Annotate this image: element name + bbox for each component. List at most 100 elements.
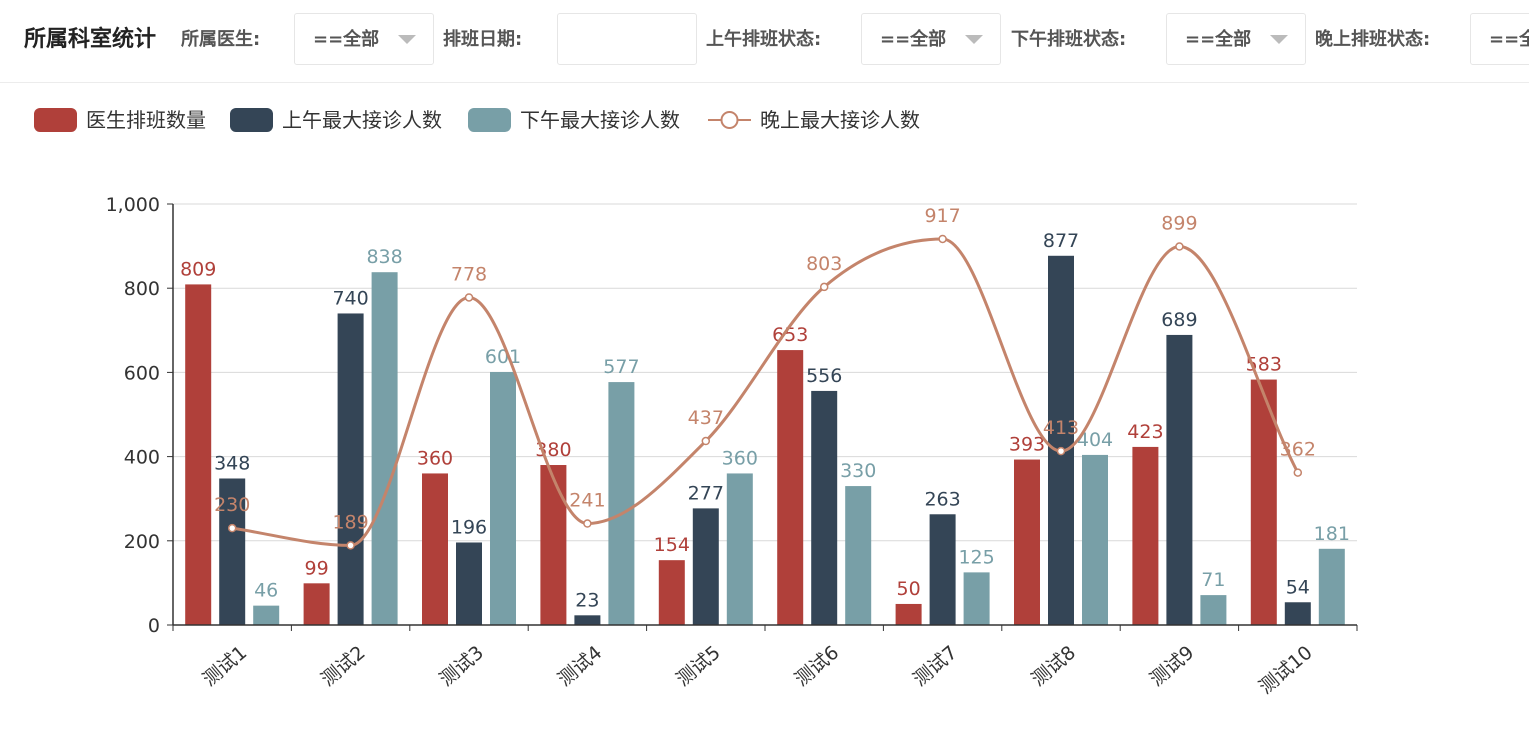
x-tick-label: 测试7 bbox=[909, 642, 962, 691]
legend-circle-symbol bbox=[720, 111, 739, 129]
bar bbox=[1048, 255, 1074, 625]
bar bbox=[811, 390, 838, 625]
afternoon-status-value: ==全部 bbox=[1185, 29, 1252, 50]
line-point bbox=[1056, 446, 1066, 456]
line-point bbox=[227, 523, 237, 533]
bar bbox=[895, 603, 922, 625]
bar bbox=[1014, 459, 1040, 625]
bar-value-label: 404 bbox=[1077, 429, 1113, 451]
bar bbox=[219, 478, 246, 625]
bar bbox=[185, 284, 212, 625]
bar-value-label: 877 bbox=[1043, 230, 1079, 252]
y-tick-label: 200 bbox=[124, 531, 160, 553]
bar-value-label: 689 bbox=[1161, 309, 1197, 331]
bar-value-label: 54 bbox=[1286, 576, 1310, 598]
y-tick-label: 800 bbox=[124, 278, 160, 300]
bar-value-label: 360 bbox=[722, 447, 758, 469]
filter-bar: 所属科室统计 所属医生: ==全部 排班日期: 上午排班状态: ==全部 下午排… bbox=[0, 0, 1529, 83]
line-point bbox=[701, 436, 711, 446]
chevron-down-icon bbox=[965, 35, 983, 44]
legend-label: 晚上最大接诊人数 bbox=[760, 108, 920, 132]
bar-value-label: 71 bbox=[1201, 569, 1225, 591]
bar-value-label: 348 bbox=[214, 452, 250, 474]
bar-value-label: 423 bbox=[1127, 421, 1163, 443]
bar-value-label: 740 bbox=[332, 287, 368, 309]
legend-bar-symbol bbox=[468, 108, 511, 132]
bar bbox=[963, 572, 990, 625]
x-tick-label: 测试5 bbox=[672, 642, 725, 691]
x-tick-label: 测试8 bbox=[1027, 642, 1080, 691]
bar bbox=[371, 272, 398, 625]
bar bbox=[1318, 548, 1345, 625]
bar-value-label: 99 bbox=[305, 557, 329, 579]
afternoon-status-select[interactable]: ==全部 bbox=[1166, 13, 1306, 65]
bar bbox=[490, 371, 516, 625]
x-tick-label: 测试3 bbox=[435, 642, 488, 691]
bar bbox=[845, 486, 872, 625]
bar-value-label: 154 bbox=[654, 534, 690, 556]
bar-value-label: 809 bbox=[180, 258, 216, 280]
bar-value-label: 46 bbox=[254, 580, 278, 602]
bar bbox=[337, 313, 364, 625]
x-tick-label: 测试4 bbox=[554, 642, 607, 691]
chevron-down-icon bbox=[398, 35, 416, 44]
legend-label: 下午最大接诊人数 bbox=[520, 108, 680, 132]
schedule-date-input[interactable] bbox=[557, 13, 697, 65]
x-tick-label: 测试10 bbox=[1255, 642, 1317, 699]
x-tick-label: 测试9 bbox=[1146, 642, 1199, 691]
page-title: 所属科室统计 bbox=[24, 27, 157, 52]
line-value-label: 899 bbox=[1161, 213, 1197, 235]
bar bbox=[574, 615, 601, 625]
line-point bbox=[819, 282, 829, 292]
y-tick-label: 0 bbox=[148, 615, 160, 637]
line-value-label: 241 bbox=[569, 490, 605, 512]
bar-value-label: 23 bbox=[575, 589, 599, 611]
line-value-label: 437 bbox=[688, 407, 724, 429]
evening-status-label: 晚上排班状态: bbox=[1315, 29, 1431, 50]
doctor-select[interactable]: ==全部 bbox=[294, 13, 434, 65]
bar bbox=[253, 605, 280, 625]
bar bbox=[1082, 454, 1108, 625]
bar-value-label: 601 bbox=[485, 346, 521, 368]
bar-value-label: 577 bbox=[603, 356, 639, 378]
bar bbox=[1250, 379, 1277, 625]
morning-status-select[interactable]: ==全部 bbox=[861, 13, 1001, 65]
line-value-label: 189 bbox=[332, 511, 368, 533]
y-tick-label: 600 bbox=[124, 362, 160, 384]
y-tick-label: 1,000 bbox=[106, 194, 160, 216]
bar bbox=[929, 514, 956, 625]
line-value-label: 778 bbox=[451, 263, 487, 285]
schedule-date-label: 排班日期: bbox=[443, 29, 523, 50]
bar-value-label: 277 bbox=[688, 482, 724, 504]
line-point bbox=[938, 234, 947, 244]
line-point bbox=[583, 519, 592, 528]
x-tick-label: 测试6 bbox=[791, 642, 844, 691]
line-value-label: 803 bbox=[806, 253, 842, 275]
legend-label: 上午最大接诊人数 bbox=[282, 108, 442, 132]
afternoon-status-label: 下午排班状态: bbox=[1011, 29, 1127, 50]
line-point bbox=[1293, 468, 1303, 477]
bar-value-label: 181 bbox=[1314, 523, 1350, 545]
bar bbox=[422, 473, 448, 625]
morning-status-label: 上午排班状态: bbox=[706, 29, 822, 50]
doctor-select-value: ==全部 bbox=[313, 29, 380, 50]
line-value-label: 917 bbox=[924, 205, 960, 227]
line-point bbox=[346, 541, 355, 550]
bar-value-label: 263 bbox=[924, 488, 960, 510]
chevron-down-icon bbox=[1270, 35, 1288, 44]
doctor-filter-label: 所属医生: bbox=[181, 29, 261, 50]
bar bbox=[658, 560, 685, 625]
bar-value-label: 556 bbox=[806, 365, 842, 387]
legend-bar-symbol bbox=[230, 108, 273, 132]
line-value-label: 230 bbox=[214, 494, 250, 516]
morning-status-value: ==全部 bbox=[880, 29, 947, 50]
bar-value-label: 838 bbox=[366, 246, 402, 268]
evening-status-value: ==全部 bbox=[1489, 29, 1529, 50]
legend-label: 医生排班数量 bbox=[86, 108, 206, 132]
line-point bbox=[464, 293, 474, 302]
evening-status-select[interactable]: ==全部 bbox=[1470, 13, 1529, 65]
bar-value-label: 360 bbox=[417, 447, 453, 469]
bar-value-label: 393 bbox=[1009, 434, 1045, 456]
schedule-chart: 医生排班数量 上午最大接诊人数 下午最大接诊人数 晚上最大接诊人数 0 200 400 600… bbox=[34, 108, 1358, 699]
bar bbox=[1200, 595, 1227, 625]
